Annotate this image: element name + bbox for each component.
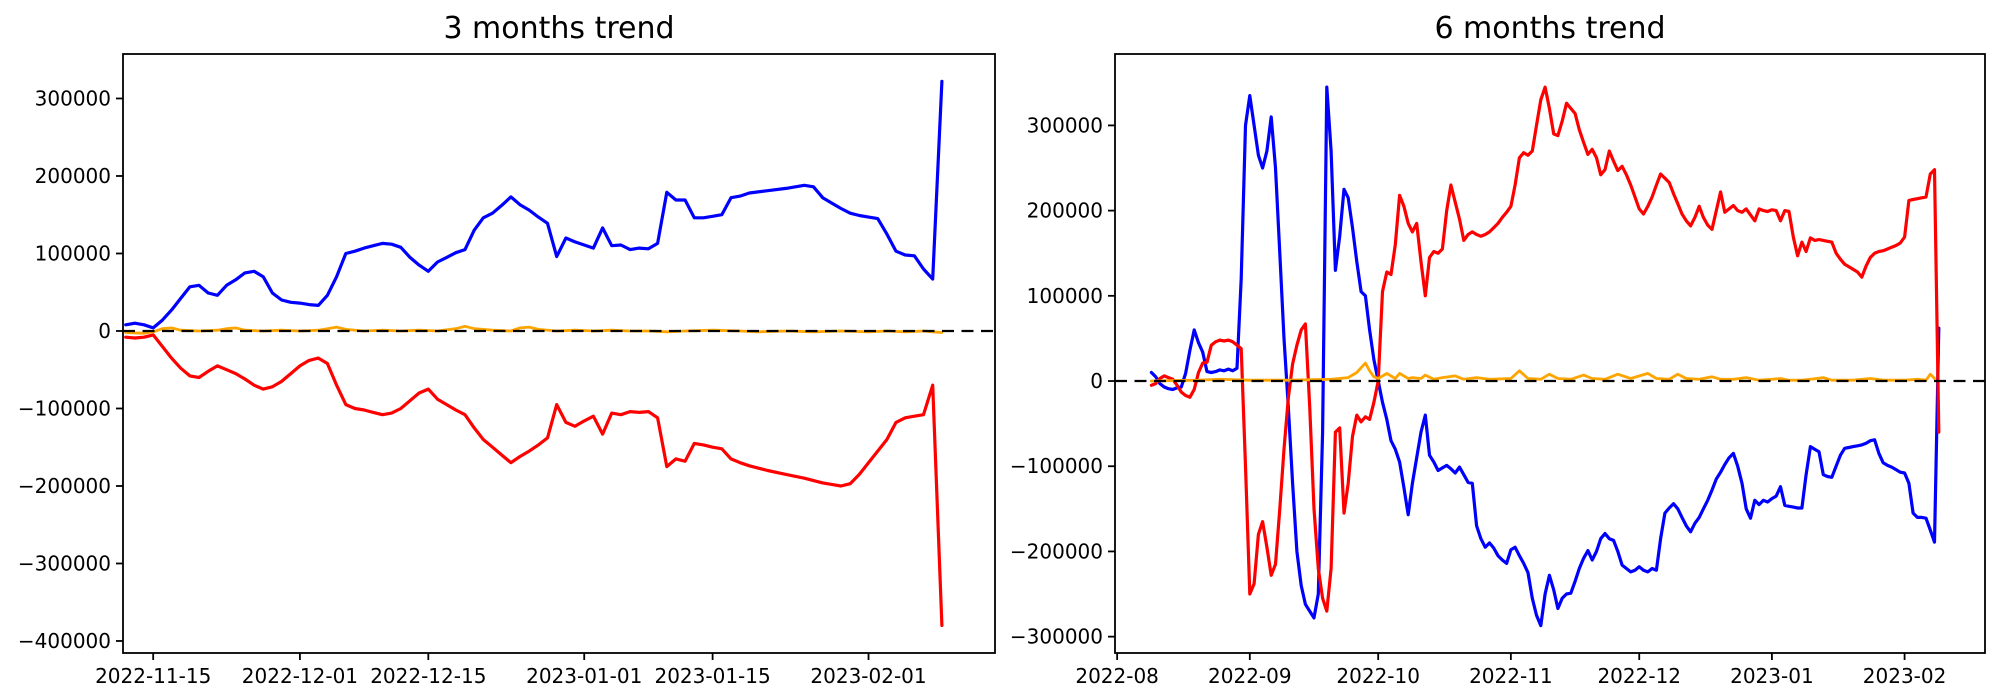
y-tick-label: 300000 [35, 86, 111, 110]
x-tick-label: 2023-01 [1730, 664, 1814, 688]
chart-0: 2022-11-15 2022-12-01 2022-12-15 2023-01-01… [18, 53, 996, 688]
x-tick-label: 2022-11 [1469, 664, 1553, 688]
y-tick-label: −200000 [1010, 539, 1103, 563]
y-tick-label: −200000 [18, 474, 111, 498]
y-tick-label: 0 [1090, 369, 1103, 393]
x-tick-label: 2022-12-15 [370, 664, 486, 688]
y-tick-label: 300000 [1027, 113, 1103, 137]
y-tick-label: 200000 [1027, 199, 1103, 223]
y-tick-label: 100000 [35, 241, 111, 265]
x-tick-label: 2022-10 [1336, 664, 1420, 688]
x-tick-label: 2022-11-15 [95, 664, 211, 688]
chart-title-6-months: 6 months trend [1434, 11, 1666, 46]
y-tick-label: 100000 [1027, 284, 1103, 308]
x-tick-label: 2022-12 [1597, 664, 1681, 688]
series-net-line [1150, 361, 1936, 383]
x-tick-label: 2022-09 [1208, 664, 1292, 688]
series-short-line [124, 333, 944, 628]
x-tick-label: 2022-12-01 [242, 664, 358, 688]
x-tick-label: 2022-08 [1075, 664, 1159, 688]
chart-1: 2022-08 2022-09 2022-10 2022-11 2022-12 2023-… [1010, 53, 1986, 688]
y-tick-label: 0 [98, 319, 111, 343]
series-short-line [1149, 85, 1941, 613]
series-net-line [124, 324, 944, 335]
series-long-line [124, 79, 944, 330]
y-tick-label: −300000 [1010, 625, 1103, 649]
x-tick-label: 2023-02-01 [810, 664, 926, 688]
y-tick-label: −100000 [18, 396, 111, 420]
y-tick-label: −100000 [1010, 454, 1103, 478]
axes-frame [1114, 53, 1986, 654]
y-tick-label: −300000 [18, 551, 111, 575]
chart-title-3-months: 3 months trend [443, 11, 675, 46]
x-tick-label: 2023-01-01 [526, 664, 642, 688]
x-tick-label: 2023-01-15 [654, 664, 770, 688]
series-long-line [1149, 85, 1941, 628]
x-tick-label: 2023-02 [1863, 664, 1947, 688]
y-tick-label: 200000 [35, 164, 111, 188]
axes-frame [122, 53, 996, 654]
y-tick-label: −400000 [18, 629, 111, 653]
